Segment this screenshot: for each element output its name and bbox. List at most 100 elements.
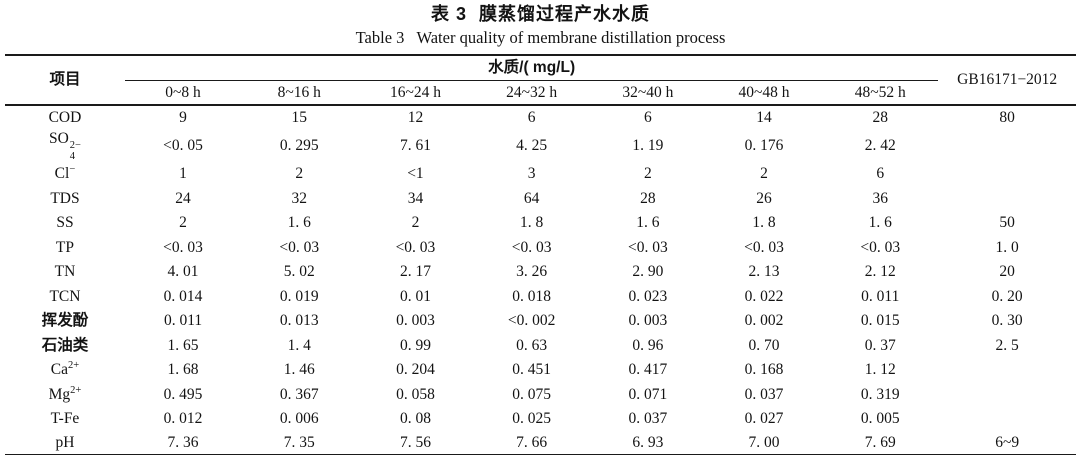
table-row: TN 4. 01 5. 02 2. 17 3. 26 2. 90 2. 13 2. 12 20 xyxy=(5,260,1076,285)
value-cell: 7. 00 xyxy=(748,434,780,451)
row-label: TP xyxy=(55,238,75,256)
value-cell: 15 xyxy=(291,109,307,127)
value-cell: 3. 26 xyxy=(516,263,548,281)
value-cell: 0. 204 xyxy=(396,361,435,379)
header-time-4: 32~40 h xyxy=(589,80,706,106)
value-cell: 26 xyxy=(756,189,772,207)
value-cell: 0. 176 xyxy=(744,136,784,154)
value-cell: 34 xyxy=(407,189,424,207)
gb-limit-cell xyxy=(938,186,1076,211)
table-row: 石油类 1. 65 1. 4 0. 99 0. 63 0. 96 0. 70 0. 37 2. … xyxy=(5,333,1076,358)
value-cell: 0. 025 xyxy=(512,410,552,428)
value-cell: 0. 011 xyxy=(861,287,900,305)
value-cell: 1. 19 xyxy=(632,136,664,154)
value-cell: 1. 65 xyxy=(167,336,199,354)
gb-limit-cell xyxy=(938,358,1076,383)
header-time-1: 8~16 h xyxy=(241,80,358,106)
gb-limit-cell xyxy=(938,407,1076,432)
value-cell: 2. 42 xyxy=(864,136,896,154)
value-cell: 2. 13 xyxy=(748,263,780,281)
value-cell: 2 xyxy=(760,165,768,183)
value-cell: 1 xyxy=(179,165,187,183)
header-item: 项目 xyxy=(5,55,125,106)
value-cell: 0. 023 xyxy=(628,287,668,305)
row-label: 石油类 xyxy=(41,336,89,354)
value-cell: 0. 037 xyxy=(628,410,668,428)
table-row: TP <0. 03 <0. 03 <0. 03 <0. 03 <0. 03 <0. 03 <0… xyxy=(5,235,1076,260)
value-cell: 0. 495 xyxy=(163,385,203,403)
row-label: Mg2+ xyxy=(48,384,82,403)
value-cell: 1. 12 xyxy=(864,361,896,379)
value-cell: 0. 417 xyxy=(628,361,668,379)
gb-limit-cell xyxy=(938,162,1076,187)
value-cell: 1. 6 xyxy=(636,214,660,232)
value-cell: 0. 012 xyxy=(163,410,203,428)
table-title-cn: 表 3 膜蒸馏过程产水水质 xyxy=(430,4,650,24)
value-cell: 0. 295 xyxy=(279,136,319,154)
value-cell: 0. 027 xyxy=(744,410,784,428)
row-label: T-Fe xyxy=(50,410,80,428)
value-cell: <0. 002 xyxy=(507,312,556,330)
water-quality-table: 项目 水质/( mg/L) GB16171−2012 0~8 h 8~16 h 16… xyxy=(5,54,1076,455)
value-cell: 6. 93 xyxy=(632,434,664,451)
value-cell: <0. 05 xyxy=(163,136,203,154)
value-cell: 2 xyxy=(295,165,304,183)
value-cell: 0. 058 xyxy=(396,385,435,403)
header-time-6: 48~52 h xyxy=(822,80,939,106)
value-cell: 0. 37 xyxy=(864,336,896,354)
row-label: TDS xyxy=(50,189,80,207)
row-label: TN xyxy=(54,263,76,281)
value-cell: 0. 014 xyxy=(163,287,203,305)
header-time-0: 0~8 h xyxy=(124,80,242,106)
gb-limit-cell: 0. 20 xyxy=(991,287,1023,305)
row-label: Cl− xyxy=(54,164,76,183)
value-cell: 32 xyxy=(291,189,307,207)
value-cell: 0. 022 xyxy=(744,287,784,305)
value-cell: 28 xyxy=(640,189,656,207)
value-cell: <1 xyxy=(407,165,424,183)
row-label: SS xyxy=(56,214,74,232)
value-cell: 1. 6 xyxy=(287,214,311,232)
value-cell: <0. 03 xyxy=(279,238,320,256)
gb-limit-cell: 2. 5 xyxy=(995,336,1019,354)
table-row: Mg2+ 0. 495 0. 367 0. 058 0. 075 0. 071 0. 037… xyxy=(5,382,1076,407)
value-cell: 0. 70 xyxy=(748,336,780,354)
header-group-row: 项目 水质/( mg/L) GB16171−2012 xyxy=(5,55,1076,106)
value-cell: 1. 4 xyxy=(287,336,311,354)
table-header: 项目 水质/( mg/L) GB16171−2012 0~8 h 8~16 h 16… xyxy=(5,55,1076,106)
value-cell: <0. 03 xyxy=(511,238,552,256)
header-time-5: 40~48 h xyxy=(705,80,823,106)
value-cell: <0. 03 xyxy=(744,238,784,256)
table-row: 挥发酚 0. 011 0. 013 0. 003 <0. 002 0. 003 0. 002… xyxy=(5,309,1076,334)
header-time-3: 24~32 h xyxy=(473,80,590,106)
value-cell: 2 xyxy=(643,165,652,183)
value-cell: 2. 12 xyxy=(864,263,896,281)
value-cell: 7. 61 xyxy=(399,136,431,154)
value-cell: 0. 96 xyxy=(632,336,664,354)
table-row: pH 7. 36 7. 35 7. 56 7. 66 6. 93 7. 00 7. 69 6~9 xyxy=(5,431,1076,455)
gb-limit-cell: 1. 0 xyxy=(995,238,1019,256)
value-cell: 6 xyxy=(876,165,885,183)
table-row: T-Fe 0. 012 0. 006 0. 08 0. 025 0. 037 0. 027 0… xyxy=(5,407,1076,432)
value-cell: 0. 168 xyxy=(744,361,784,379)
gb-limit-cell xyxy=(938,382,1076,407)
gb-limit-cell: 0. 30 xyxy=(991,312,1023,330)
value-cell: 1. 68 xyxy=(167,361,199,379)
value-cell: 2. 90 xyxy=(632,263,664,281)
value-cell: 4. 25 xyxy=(516,136,548,154)
value-cell: <0. 03 xyxy=(163,238,203,256)
table-row: SS 2 1. 6 2 1. 8 1. 6 1. 8 1. 6 50 xyxy=(5,211,1076,236)
value-cell: 0. 08 xyxy=(399,410,431,428)
value-cell: 24 xyxy=(175,189,191,207)
value-cell: 28 xyxy=(872,109,889,127)
value-cell: 0. 011 xyxy=(163,312,203,330)
value-cell: 7. 35 xyxy=(283,434,315,451)
table-row: TCN 0. 014 0. 019 0. 01 0. 018 0. 023 0. 022 0.… xyxy=(5,284,1076,309)
value-cell: 2. 17 xyxy=(399,263,431,281)
gb-limit-cell xyxy=(938,130,1076,162)
row-label: COD xyxy=(48,109,82,127)
table-row: Ca2+ 1. 68 1. 46 0. 204 0. 451 0. 417 0. 168 1.… xyxy=(5,358,1076,383)
row-label: pH xyxy=(55,434,75,451)
